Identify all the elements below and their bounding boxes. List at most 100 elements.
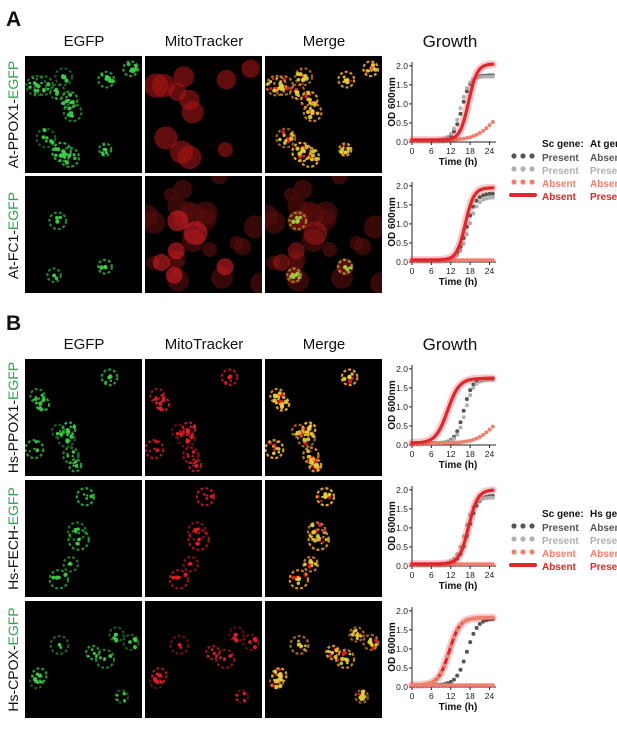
- organelle: [291, 575, 296, 580]
- series-point: [484, 430, 489, 435]
- cell: [265, 439, 285, 460]
- organelle: [73, 156, 77, 160]
- organelle: [160, 393, 164, 397]
- growth-chart-1: 0.0 0.5 1.0 1.5 2.0 0 6 12 18 24 Time (h) OD 600nm: [386, 56, 501, 179]
- organelle: [295, 146, 300, 151]
- series-point: [464, 232, 469, 237]
- organelle: [304, 94, 309, 99]
- organelle: [306, 454, 311, 459]
- cell: [307, 528, 330, 551]
- organelle: [122, 691, 127, 696]
- y-tick-label: 2.0: [396, 485, 408, 495]
- cell: [322, 242, 338, 258]
- organelle: [152, 676, 158, 682]
- organelle: [183, 572, 188, 577]
- x-tick-label: 12: [446, 449, 456, 459]
- organelle: [28, 450, 31, 453]
- series-point: [484, 683, 489, 688]
- organelle: [51, 575, 56, 580]
- series-point: [452, 129, 456, 134]
- series-point: [448, 440, 453, 445]
- organelle: [34, 440, 38, 444]
- organelle: [308, 558, 313, 564]
- organelle: [373, 638, 379, 643]
- series-point: [442, 683, 447, 688]
- organelle: [234, 632, 238, 637]
- series-point: [474, 381, 479, 386]
- series-point: [455, 258, 460, 263]
- organelle: [273, 669, 278, 673]
- organelle: [44, 139, 48, 143]
- organelle: [63, 572, 68, 577]
- legend-a-row: AbsentPresent: [508, 190, 617, 203]
- organelle: [343, 657, 346, 661]
- organelle: [189, 425, 192, 429]
- series-point: [471, 382, 476, 387]
- series-point: [477, 615, 482, 620]
- cell: [100, 368, 119, 387]
- legend-symbol: [508, 190, 542, 204]
- y-tick-label: 1.5: [396, 504, 408, 514]
- organelle: [291, 133, 295, 137]
- organelle: [65, 95, 68, 99]
- organelle: [185, 427, 190, 433]
- micrograph: [145, 176, 262, 293]
- organelle: [315, 534, 320, 539]
- organelle: [126, 62, 131, 67]
- cell: [62, 555, 80, 573]
- organelle: [193, 527, 198, 532]
- cell: [348, 626, 365, 643]
- organelle: [45, 136, 49, 140]
- organelle: [67, 106, 72, 111]
- organelle: [194, 530, 198, 534]
- organelle: [298, 215, 303, 220]
- organelle: [179, 429, 182, 432]
- cell: [362, 633, 380, 651]
- x-tick-label: 24: [485, 266, 495, 276]
- organelle: [373, 67, 378, 72]
- organelle: [227, 375, 232, 380]
- organelle: [321, 495, 324, 498]
- organelle: [64, 78, 69, 83]
- col-header-merge-b: Merge: [302, 336, 346, 353]
- organelle: [68, 92, 73, 97]
- organelle: [229, 379, 233, 382]
- series-point: [471, 437, 476, 442]
- cell: [122, 633, 140, 651]
- organelle: [310, 522, 315, 528]
- organelle: [77, 532, 80, 535]
- y-tick-label: 1.0: [396, 219, 408, 229]
- row-label-hs-fech: Hs-FECH-EGFP: [5, 487, 21, 590]
- series-point: [464, 258, 469, 263]
- series-point: [484, 258, 489, 263]
- organelle: [348, 652, 352, 656]
- organelle: [161, 408, 165, 411]
- series-point: [484, 126, 489, 131]
- organelle: [322, 540, 325, 544]
- series-point: [474, 616, 479, 621]
- organelle: [207, 655, 210, 658]
- cell: [362, 633, 380, 651]
- organelle: [299, 644, 304, 648]
- organelle: [296, 77, 301, 82]
- organelle: [134, 64, 138, 69]
- organelle: [194, 463, 199, 469]
- organelle: [297, 151, 302, 157]
- cell: [68, 458, 83, 473]
- legend-b-row: AbsentAbsent: [508, 547, 617, 560]
- organelle: [56, 147, 61, 152]
- organelle: [41, 135, 46, 140]
- organelle: [310, 461, 315, 466]
- series-point: [487, 615, 492, 620]
- col-header-egfp-b: EGFP: [63, 336, 105, 353]
- cell: [283, 188, 297, 202]
- x-axis-label: Time (h): [439, 581, 478, 592]
- organelle: [174, 575, 180, 580]
- organelle: [343, 265, 347, 269]
- organelle: [109, 379, 113, 382]
- organelle: [53, 147, 58, 152]
- organelle: [158, 401, 163, 406]
- organelle: [70, 114, 74, 118]
- micro-r2-mito: [145, 176, 262, 293]
- x-tick-label: 18: [465, 146, 475, 156]
